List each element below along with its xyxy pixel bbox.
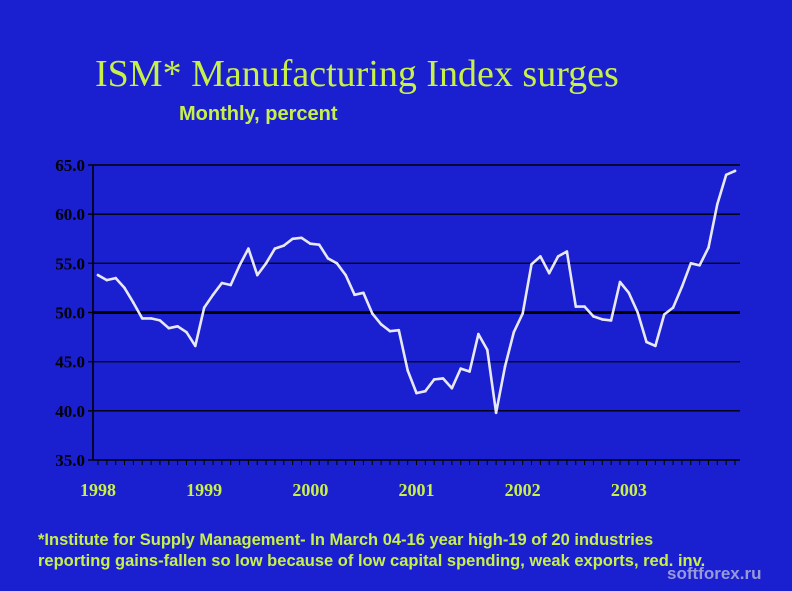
data-point [185, 330, 188, 334]
data-point [441, 377, 445, 380]
data-point [202, 306, 206, 309]
data-point [601, 318, 604, 321]
data-point [132, 301, 135, 305]
data-point [273, 247, 277, 250]
data-point [362, 291, 365, 295]
x-tick-label: 1998 [80, 480, 116, 500]
data-point [335, 262, 339, 265]
data-point [406, 369, 410, 372]
data-point [583, 305, 586, 308]
data-point [282, 244, 286, 247]
data-point [96, 273, 100, 277]
data-point [459, 367, 463, 370]
data-point [229, 283, 232, 287]
data-point [671, 306, 675, 309]
data-point [530, 263, 533, 266]
footnote-line-2: reporting gains-fallen so low because of… [38, 552, 706, 570]
data-point [486, 348, 489, 352]
data-point [512, 330, 516, 334]
data-point [114, 276, 117, 280]
data-point [716, 203, 719, 206]
data-point [238, 264, 241, 267]
chart-title: ISM* Manufacturing Index surges [95, 53, 619, 95]
series [93, 169, 740, 415]
data-point [494, 411, 498, 415]
data-point [220, 281, 224, 285]
data-point [450, 386, 454, 390]
y-tick-label: 45.0 [55, 353, 85, 372]
watermark: softforex.ru [667, 564, 762, 583]
data-point [618, 280, 622, 284]
data-point [662, 313, 666, 316]
chart-subtitle: Monthly, percent [179, 103, 338, 125]
data-point [636, 311, 639, 314]
data-point [432, 378, 436, 381]
axes [88, 164, 740, 465]
data-point [149, 317, 153, 320]
data-point [264, 262, 268, 265]
data-point [309, 242, 312, 245]
data-point [645, 340, 648, 344]
data-point [609, 319, 613, 322]
x-tick-label: 2000 [292, 480, 328, 500]
x-tick-label: 2003 [611, 480, 647, 500]
data-point [255, 273, 259, 277]
data-point [733, 169, 737, 173]
x-tick-label: 2001 [399, 480, 435, 500]
data-point [158, 319, 162, 322]
data-point [379, 323, 383, 326]
data-point [680, 285, 684, 289]
data-point [415, 391, 418, 395]
data-point [724, 173, 728, 177]
data-point [211, 293, 215, 297]
data-point [547, 271, 551, 275]
ism-index-line [96, 169, 737, 415]
data-point [123, 286, 126, 290]
data-point [689, 262, 693, 265]
data-point [326, 257, 330, 260]
x-tick-label: 2002 [505, 480, 541, 500]
data-point [698, 264, 701, 267]
data-point [592, 315, 595, 318]
x-tick-label: 1999 [186, 480, 222, 500]
data-point [627, 291, 631, 295]
data-point [371, 312, 374, 315]
data-point [574, 305, 578, 308]
data-point [344, 273, 348, 277]
footnote: *Institute for Supply Management- In Mar… [38, 530, 778, 572]
data-point [556, 255, 560, 258]
data-point [503, 365, 507, 368]
y-tick-label: 50.0 [55, 304, 85, 323]
data-point [176, 325, 179, 328]
data-point [247, 247, 250, 250]
data-point [397, 328, 401, 332]
y-tick-label: 40.0 [55, 402, 85, 421]
footnote-line-1: *Institute for Supply Management- In Mar… [38, 531, 654, 549]
data-point [654, 344, 657, 348]
tick-labels: 35.0 40.0 45.0 50.0 55.0 60.0 65.0 1998 1999 2000… [55, 156, 647, 500]
data-point [167, 326, 171, 330]
grid-lines [93, 164, 740, 412]
data-point [521, 312, 524, 315]
y-tick-label: 35.0 [55, 451, 85, 470]
data-point [291, 237, 294, 241]
data-point [388, 329, 392, 333]
data-point [353, 293, 356, 297]
data-point [424, 389, 427, 393]
data-point [317, 243, 321, 246]
y-tick-label: 65.0 [55, 156, 85, 175]
data-point [477, 332, 480, 336]
y-tick-label: 60.0 [55, 205, 85, 224]
data-point [140, 317, 144, 320]
data-point [194, 344, 197, 348]
data-point [300, 236, 303, 240]
data-point [707, 246, 710, 249]
data-point [105, 278, 109, 282]
data-point [565, 250, 569, 253]
data-point [468, 370, 471, 373]
y-tick-label: 55.0 [55, 254, 85, 273]
data-point [539, 255, 542, 258]
